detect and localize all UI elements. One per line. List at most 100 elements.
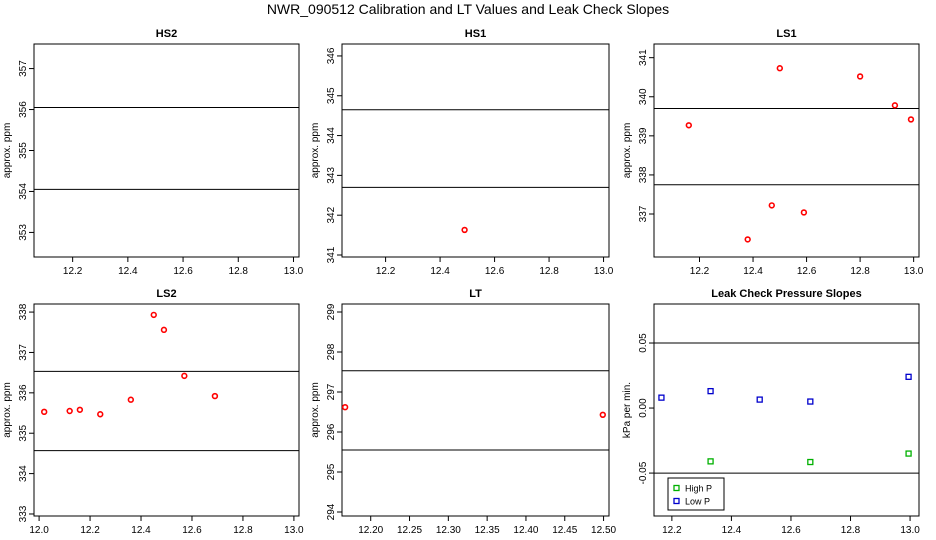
data-point [181,372,188,380]
y-tick-label: 338 [638,166,649,183]
panels: HS2 approx. ppm 12.2 12.4 12.6 12.8 13.0 353 354… [2,28,924,536]
chart-panel-5: LT approx. ppm 12.20 12.25 12.30 12.35 12.40 12… [310,288,617,536]
data-point [807,398,814,405]
x-tick-label: 12.2 [376,266,396,277]
data-point [160,326,168,334]
x-tick-label: 12.4 [722,525,742,536]
y-tick-label: 294 [326,503,337,520]
x-tick-label: 12.8 [233,525,253,536]
x-tick-label: 12.4 [118,266,138,277]
data-point [905,373,912,380]
chart-panel-2: HS1 approx. ppm 12.2 12.4 12.6 12.8 13.0 341 342… [310,28,614,277]
plot-frame [653,303,920,517]
x-tick-label: 12.2 [80,525,100,536]
y-tick-label: 0.00 [638,398,649,418]
y-tick-label: 353 [18,224,29,241]
x-tick-label: 12.8 [850,266,870,277]
x-tick-label: 12.2 [690,266,710,277]
data-point [40,408,48,416]
y-axis-label: approx. ppm [310,382,321,438]
data-point [599,411,606,418]
data-point [756,396,763,403]
data-point [461,226,468,234]
y-tick-label: 298 [326,343,337,360]
x-tick-label: 12.6 [182,525,202,536]
x-tick-label: 12.50 [591,525,616,536]
chart-title: LS2 [156,288,176,300]
legend-label: High P [685,484,712,494]
data-point [211,392,219,400]
x-tick-label: 13.0 [284,525,304,536]
legend-marker [673,497,680,505]
y-tick-label: 295 [326,463,337,480]
data-point [76,406,84,413]
y-tick-label: 344 [326,127,337,144]
data-point [776,65,784,72]
data-point [856,73,864,80]
plot-frame [341,43,610,258]
y-tick-label: 343 [326,167,337,184]
plot-frame [33,43,300,258]
y-tick-label: 337 [18,344,29,361]
y-tick-label: 354 [18,183,29,200]
legend-label: Low P [685,497,710,507]
legend: High P Low P [667,477,725,511]
data-point [707,387,714,395]
y-axis-label: approx. ppm [622,123,633,179]
data-point [685,122,692,129]
y-tick-label: 335 [18,424,29,441]
y-tick-label: 345 [326,87,337,104]
x-tick-label: 12.6 [173,266,193,277]
y-tick-label: 337 [638,205,649,222]
y-axis-label: approx. ppm [310,123,321,179]
data-point [907,116,915,123]
chart-title: LS1 [776,28,796,40]
y-tick-label: 346 [326,47,337,64]
y-tick-label: 340 [638,88,649,105]
y-tick-label: 296 [326,423,337,440]
data-point [891,102,899,109]
x-tick-label: 13.0 [904,266,924,277]
data-point [97,411,104,418]
y-tick-label: 334 [18,465,29,482]
y-tick-label: -0.05 [638,461,649,484]
plot-frame [653,43,920,258]
y-tick-label: 339 [638,127,649,144]
chart-title: LT [469,288,482,300]
x-tick-label: 12.20 [358,525,383,536]
chart-panel-6: Leak Check Pressure Slopes kPa per min. 12… [622,288,920,536]
x-tick-label: 12.4 [131,525,151,536]
x-tick-label: 12.6 [797,266,817,277]
y-tick-label: 338 [18,303,29,320]
x-tick-label: 12.8 [229,266,249,277]
x-tick-label: 12.4 [743,266,763,277]
data-point [905,450,912,457]
data-point [66,407,73,415]
x-tick-label: 12.6 [485,266,505,277]
x-tick-label: 12.2 [63,266,83,277]
x-tick-label: 13.0 [900,525,920,536]
data-point [800,209,808,216]
x-tick-label: 12.35 [475,525,500,536]
data-point [707,458,714,465]
y-axis-label: approx. ppm [2,123,13,179]
x-tick-label: 12.25 [397,525,422,536]
data-point [807,458,814,466]
x-tick-label: 12.4 [430,266,450,277]
data-point [150,311,157,319]
x-tick-label: 13.0 [284,266,304,277]
y-tick-label: 341 [638,49,649,66]
x-tick-label: 12.30 [436,525,461,536]
plot-frame [33,303,300,517]
data-point [341,404,349,411]
y-tick-label: 342 [326,206,337,223]
y-axis-label: approx. ppm [2,382,13,438]
chart-panel-4: LS2 approx. ppm 12.0 12.2 12.4 12.6 12.8 13.0 33… [2,288,304,536]
legend-marker [673,484,680,492]
data-point [658,394,665,401]
y-tick-label: 336 [18,384,29,401]
x-tick-label: 12.6 [781,525,801,536]
data-point [744,236,751,243]
x-tick-label: 12.0 [29,525,49,536]
